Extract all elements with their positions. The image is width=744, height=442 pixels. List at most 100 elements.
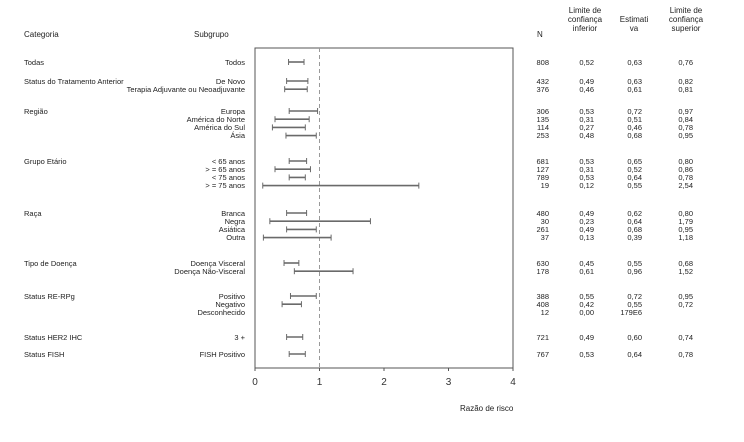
subgroup-label: Ásia (230, 131, 245, 141)
header-lower-line3: inferior (572, 24, 598, 33)
subgroup-label: América do Sul (194, 122, 245, 132)
x-tick-label: 0 (252, 377, 258, 388)
n-value: 19 (540, 181, 549, 191)
n-value: 480 (536, 208, 549, 218)
upper-ci-value: 0,95 (678, 131, 693, 141)
upper-ci-value: 1,18 (678, 233, 693, 243)
upper-ci-value: 0,95 (678, 224, 693, 234)
category-label: Todas (24, 57, 45, 67)
header-upper-line1: Limite de (669, 6, 703, 15)
subgroup-label: Doença Não-Visceral (174, 266, 245, 276)
lower-ci-value: 0,53 (579, 156, 594, 166)
subgroup-label: América do Norte (186, 114, 245, 124)
header-est-line1: Estimati (619, 15, 649, 24)
category-label: Status FISH (24, 349, 65, 359)
n-value: 12 (540, 307, 549, 317)
subgroup-label: Negra (224, 216, 245, 226)
lower-ci-value: 0,49 (579, 208, 594, 218)
n-value: 135 (536, 114, 549, 124)
upper-ci-value: 0,68 (678, 258, 693, 268)
n-value: 30 (540, 216, 549, 226)
lower-ci-value: 0,42 (579, 299, 594, 309)
n-value: 114 (537, 122, 549, 132)
x-tick-label: 3 (446, 377, 452, 388)
subgroup-label: Negativo (215, 299, 245, 309)
n-value: 178 (536, 266, 549, 276)
subgroup-label: Branca (221, 208, 245, 218)
estimate-value: 0,64 (627, 216, 642, 226)
n-value: 37 (540, 233, 549, 243)
estimate-value: 0,60 (627, 332, 642, 342)
n-value: 127 (536, 164, 549, 174)
x-tick-label: 1 (317, 377, 323, 388)
subgroup-label: > = 75 anos (205, 181, 245, 191)
category-label: Região (24, 106, 48, 116)
n-value: 808 (536, 57, 549, 67)
n-value: 306 (536, 106, 549, 116)
n-value: 408 (536, 299, 549, 309)
estimate-value: 0,63 (627, 76, 642, 86)
upper-ci-value: 0,78 (678, 122, 693, 132)
subgroup-label: Europa (220, 106, 245, 116)
header-lower-line1: Limite de (568, 6, 602, 15)
upper-ci-value: 0,95 (678, 291, 693, 301)
lower-ci-value: 0,00 (579, 307, 594, 317)
lower-ci-value: 0,52 (579, 57, 594, 67)
subgroup-label: Todos (224, 57, 245, 67)
upper-ci-value: 2,54 (678, 181, 693, 191)
x-tick-label: 4 (510, 377, 516, 388)
lower-ci-value: 0,31 (579, 114, 594, 124)
category-label: Status RE-RPg (24, 291, 75, 301)
subgroup-label: Asiática (218, 224, 245, 234)
category-label: Status HER2 IHC (24, 332, 83, 342)
lower-ci-value: 0,46 (579, 84, 594, 94)
upper-ci-value: 0,82 (678, 76, 693, 86)
category-label: Tipo de Doença (24, 258, 77, 268)
subgroup-label: Outra (226, 233, 245, 243)
header-subgrupo: Subgrupo (194, 30, 229, 39)
plot-frame (254, 47, 514, 369)
upper-ci-value: 0,74 (678, 332, 693, 342)
estimate-value: 0,46 (627, 122, 642, 132)
estimate-value: 0,96 (627, 266, 642, 276)
subgroup-label: < 75 anos (211, 172, 245, 182)
estimate-value: 0,55 (627, 299, 642, 309)
lower-ci-value: 0,12 (579, 181, 594, 191)
lower-ci-value: 0,55 (579, 291, 594, 301)
upper-ci-value: 0,78 (678, 172, 693, 182)
n-value: 721 (536, 332, 549, 342)
lower-ci-value: 0,13 (579, 233, 594, 243)
estimate-value: 0,63 (627, 57, 642, 67)
estimate-value: 0,65 (627, 156, 642, 166)
header-categoria: Categoria (24, 30, 59, 39)
header-upper-ci: Limite de confiança superior (660, 6, 712, 33)
subgroup-label: < 65 anos (211, 156, 245, 166)
upper-ci-value: 0,84 (678, 114, 693, 124)
estimate-value: 0,64 (627, 349, 642, 359)
lower-ci-value: 0,49 (579, 332, 594, 342)
x-tick-label: 2 (381, 377, 387, 388)
subgroup-label: > = 65 anos (205, 164, 245, 174)
n-value: 681 (536, 156, 549, 166)
header-n: N (537, 30, 543, 39)
estimate-value: 0,55 (627, 258, 642, 268)
lower-ci-value: 0,49 (579, 224, 594, 234)
upper-ci-value: 1,52 (678, 266, 693, 276)
upper-ci-value: 0,72 (678, 299, 693, 309)
estimate-value: 0,72 (627, 291, 642, 301)
n-value: 261 (536, 224, 549, 234)
subgroup-label: FISH Positivo (199, 349, 245, 359)
upper-ci-value: 0,81 (678, 84, 693, 94)
subgroup-label: Terapia Adjuvante ou Neoadjuvante (126, 84, 245, 94)
n-value: 388 (536, 291, 549, 301)
subgroup-label: 3 + (234, 332, 245, 342)
category-label: Status do Tratamento Anterior (24, 76, 124, 86)
x-axis-label: Razão de risco (460, 404, 514, 413)
estimate-value: 179E6 (620, 307, 642, 317)
lower-ci-value: 0,27 (579, 122, 594, 132)
header-upper-line2: confiança (668, 15, 704, 24)
lower-ci-value: 0,53 (579, 349, 594, 359)
header-upper-line3: superior (671, 24, 701, 33)
lower-ci-value: 0,49 (579, 76, 594, 86)
